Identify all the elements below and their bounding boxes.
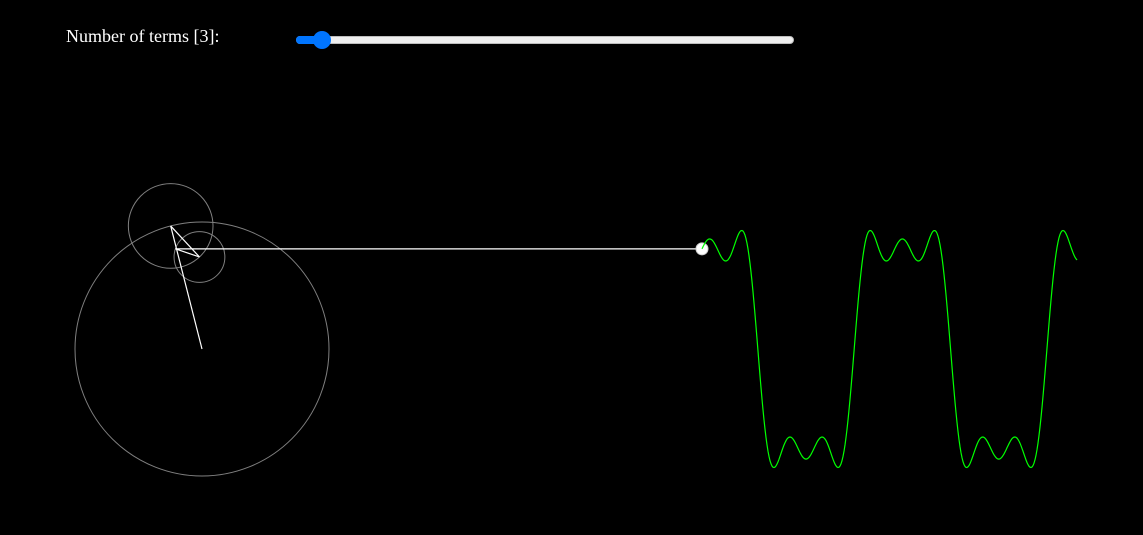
epicycle-circles <box>74 183 330 477</box>
slider-thumb[interactable] <box>313 31 332 49</box>
terms-slider[interactable] <box>296 31 794 49</box>
epicycle-circle <box>173 231 226 283</box>
slider-fill <box>296 36 323 44</box>
epicycle-circle <box>127 183 214 269</box>
epicycle-radius <box>170 225 200 258</box>
epicycle-circle <box>74 221 330 477</box>
terms-control: Number of terms [3]: <box>66 26 296 47</box>
epicycle-radius <box>170 225 203 350</box>
epicycle-radii <box>170 225 203 350</box>
terms-label: Number of terms [3]: <box>66 26 220 46</box>
wave-path <box>701 229 1078 469</box>
epicycle-radius <box>175 248 200 258</box>
